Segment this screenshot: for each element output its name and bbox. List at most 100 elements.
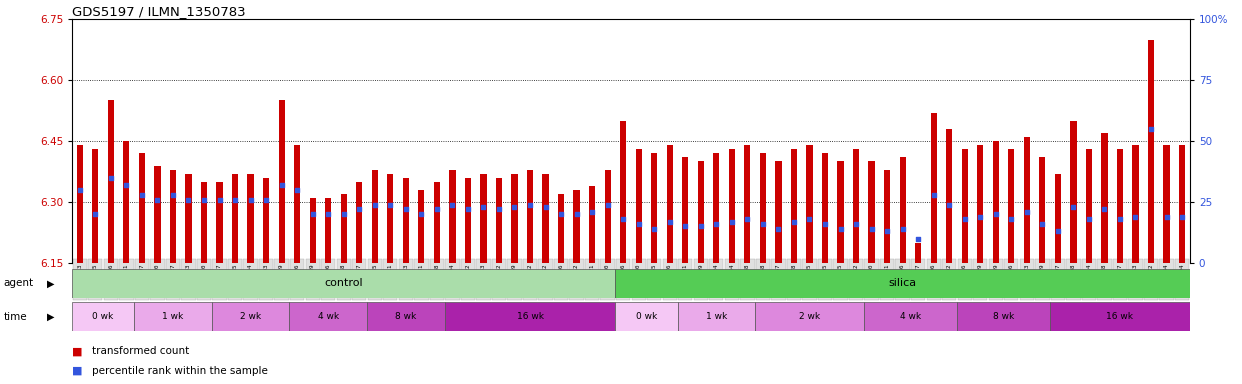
Point	[738, 216, 758, 222]
Point	[908, 236, 928, 242]
Bar	[496, 178, 502, 263]
Point	[691, 223, 710, 230]
Bar	[1164, 145, 1170, 263]
Point	[1110, 216, 1130, 222]
Bar	[325, 198, 332, 263]
Point	[800, 216, 820, 222]
Point	[179, 197, 199, 203]
Bar	[340, 194, 347, 263]
Bar	[620, 121, 626, 263]
Point	[458, 206, 478, 212]
Point	[753, 221, 773, 227]
Bar	[289, 302, 368, 331]
Bar	[368, 302, 445, 331]
Text: silica: silica	[888, 278, 917, 288]
Text: control: control	[324, 278, 363, 288]
Bar	[294, 145, 301, 263]
Point	[970, 214, 990, 220]
Point	[148, 197, 168, 203]
Bar	[72, 302, 134, 331]
Point	[520, 202, 540, 208]
Bar	[822, 153, 828, 263]
Point	[334, 211, 354, 217]
Point	[535, 204, 555, 210]
Text: ■: ■	[72, 366, 82, 376]
Bar	[419, 190, 425, 263]
Point	[442, 202, 462, 208]
Bar	[678, 302, 755, 331]
Bar	[1148, 40, 1154, 263]
Text: 0 wk: 0 wk	[92, 312, 114, 321]
Bar	[512, 174, 518, 263]
Bar	[278, 101, 284, 263]
Point	[862, 226, 882, 232]
Point	[1172, 214, 1192, 220]
Point	[893, 226, 913, 232]
Bar	[868, 161, 874, 263]
Bar	[791, 149, 797, 263]
Point	[396, 206, 416, 212]
Text: 8 wk: 8 wk	[992, 312, 1015, 321]
Bar	[946, 129, 953, 263]
Bar	[760, 153, 766, 263]
Point	[303, 211, 323, 217]
Point	[645, 226, 664, 232]
Bar	[1179, 145, 1185, 263]
Point	[380, 202, 400, 208]
Bar	[201, 182, 207, 263]
Bar	[977, 145, 984, 263]
Bar	[1086, 149, 1092, 263]
Point	[551, 211, 571, 217]
Text: ▶: ▶	[47, 278, 55, 288]
Text: 0 wk: 0 wk	[636, 312, 657, 321]
Bar	[853, 149, 859, 263]
Bar	[92, 149, 98, 263]
Bar	[837, 161, 843, 263]
Bar	[863, 302, 956, 331]
Bar	[139, 153, 145, 263]
Bar	[154, 166, 160, 263]
Point	[163, 192, 183, 198]
Point	[1048, 228, 1068, 234]
Bar	[388, 174, 394, 263]
Point	[628, 221, 648, 227]
Bar	[402, 178, 409, 263]
Bar	[589, 186, 595, 263]
Bar	[698, 161, 704, 263]
Point	[132, 192, 152, 198]
Text: ▶: ▶	[47, 312, 55, 322]
Bar	[899, 157, 905, 263]
Point	[597, 202, 617, 208]
Bar	[216, 182, 222, 263]
Point	[877, 228, 897, 234]
Point	[566, 211, 586, 217]
Point	[70, 187, 89, 193]
Text: 4 wk: 4 wk	[318, 312, 339, 321]
Bar	[77, 145, 83, 263]
Point	[287, 187, 307, 193]
Bar	[371, 170, 378, 263]
Bar	[185, 174, 191, 263]
Point	[489, 206, 509, 212]
Bar	[651, 153, 657, 263]
Point	[1032, 221, 1052, 227]
Bar	[170, 170, 176, 263]
Bar	[1054, 174, 1061, 263]
Point	[939, 202, 959, 208]
Point	[676, 223, 696, 230]
Bar	[211, 302, 289, 331]
Bar	[232, 174, 238, 263]
Bar	[263, 178, 270, 263]
Point	[1001, 216, 1021, 222]
Point	[504, 204, 524, 210]
Bar	[956, 302, 1051, 331]
Point	[101, 175, 120, 181]
Point	[365, 202, 385, 208]
Text: 2 wk: 2 wk	[240, 312, 261, 321]
Bar	[961, 149, 968, 263]
Bar	[445, 302, 615, 331]
Bar	[543, 174, 549, 263]
Bar	[1071, 121, 1077, 263]
Point	[955, 216, 975, 222]
Text: 4 wk: 4 wk	[899, 312, 922, 321]
